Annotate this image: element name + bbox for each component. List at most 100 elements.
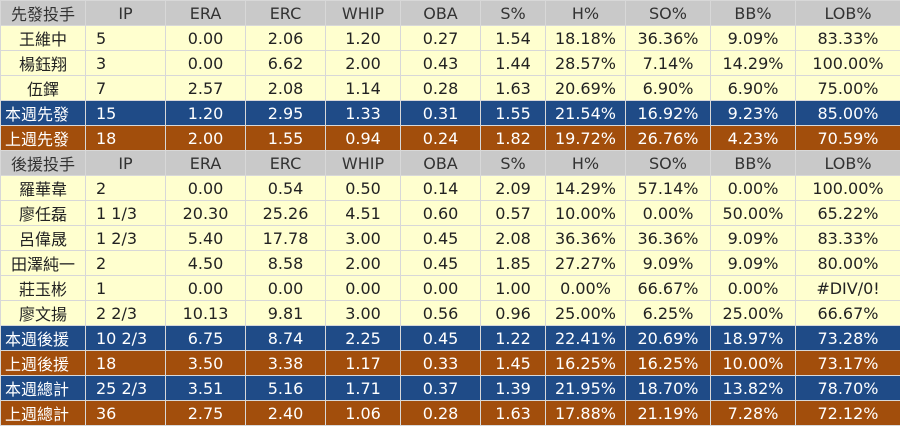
pitcher-name: 本週先發 xyxy=(1,101,86,126)
stat-cell-bb-pct: 0.00% xyxy=(711,176,796,201)
stat-cell-ip: 1 1/3 xyxy=(86,201,166,226)
stat-cell-s-pct: 0.57 xyxy=(481,201,546,226)
stat-cell-ip: 2 xyxy=(86,176,166,201)
stat-cell-oba: 0.28 xyxy=(401,401,481,426)
stat-cell-h-pct: 10.00% xyxy=(546,201,626,226)
stat-cell-s-pct: 0.96 xyxy=(481,301,546,326)
stat-cell-so-pct: 0.00% xyxy=(626,201,711,226)
stat-cell-era: 10.13 xyxy=(166,301,246,326)
stat-cell-bb-pct: 9.09% xyxy=(711,226,796,251)
stat-cell-ip: 15 xyxy=(86,101,166,126)
stat-cell-h-pct: 22.41% xyxy=(546,326,626,351)
stat-cell-erc: 6.62 xyxy=(246,51,326,76)
stat-cell-so-pct: 6.25% xyxy=(626,301,711,326)
stat-cell-h-pct: 25.00% xyxy=(546,301,626,326)
pitcher-name: 本週後援 xyxy=(1,326,86,351)
stat-cell-bb-pct: 7.28% xyxy=(711,401,796,426)
stat-cell-ip: 18 xyxy=(86,126,166,151)
stat-cell-h-pct: 18.18% xyxy=(546,26,626,51)
stat-cell-ip: 2 2/3 xyxy=(86,301,166,326)
stat-cell-erc: 1.55 xyxy=(246,126,326,151)
stat-cell-erc: 5.16 xyxy=(246,376,326,401)
stat-cell-erc: 9.81 xyxy=(246,301,326,326)
stat-cell-oba: 0.45 xyxy=(401,251,481,276)
column-header-bb-pct: BB% xyxy=(711,1,796,26)
column-header-erc: ERC xyxy=(246,1,326,26)
stat-cell-so-pct: 20.69% xyxy=(626,326,711,351)
stat-cell-era: 1.20 xyxy=(166,101,246,126)
stat-cell-ip: 7 xyxy=(86,76,166,101)
stat-cell-whip: 2.25 xyxy=(326,326,401,351)
stat-cell-whip: 1.17 xyxy=(326,351,401,376)
stat-cell-whip: 2.00 xyxy=(326,251,401,276)
stat-cell-h-pct: 28.57% xyxy=(546,51,626,76)
stat-cell-s-pct: 1.45 xyxy=(481,351,546,376)
stat-cell-era: 3.50 xyxy=(166,351,246,376)
stat-cell-h-pct: 14.29% xyxy=(546,176,626,201)
stat-cell-erc: 2.95 xyxy=(246,101,326,126)
stat-cell-oba: 0.24 xyxy=(401,126,481,151)
stat-cell-erc: 8.74 xyxy=(246,326,326,351)
column-header-h-pct: H% xyxy=(546,1,626,26)
stat-cell-s-pct: 1.44 xyxy=(481,51,546,76)
stat-cell-whip: 1.20 xyxy=(326,26,401,51)
stat-cell-whip: 1.14 xyxy=(326,76,401,101)
stat-cell-lob-pct: 72.12% xyxy=(796,401,900,426)
stat-cell-bb-pct: 6.90% xyxy=(711,76,796,101)
stat-cell-era: 5.40 xyxy=(166,226,246,251)
stat-cell-oba: 0.45 xyxy=(401,226,481,251)
stat-cell-s-pct: 2.09 xyxy=(481,176,546,201)
pitcher-name: 廖文揚 xyxy=(1,301,86,326)
stat-cell-lob-pct: 85.00% xyxy=(796,101,900,126)
stat-cell-so-pct: 21.19% xyxy=(626,401,711,426)
column-header-so-pct: SO% xyxy=(626,151,711,176)
stat-cell-whip: 1.06 xyxy=(326,401,401,426)
stat-cell-s-pct: 1.82 xyxy=(481,126,546,151)
stat-cell-so-pct: 16.92% xyxy=(626,101,711,126)
stat-cell-era: 6.75 xyxy=(166,326,246,351)
stat-cell-bb-pct: 9.23% xyxy=(711,101,796,126)
stat-cell-h-pct: 36.36% xyxy=(546,226,626,251)
stat-cell-era: 2.00 xyxy=(166,126,246,151)
stat-cell-lob-pct: 80.00% xyxy=(796,251,900,276)
stat-cell-erc: 17.78 xyxy=(246,226,326,251)
stat-cell-lob-pct: 73.28% xyxy=(796,326,900,351)
stat-cell-h-pct: 20.69% xyxy=(546,76,626,101)
stat-cell-oba: 0.31 xyxy=(401,101,481,126)
stat-cell-bb-pct: 9.09% xyxy=(711,251,796,276)
stat-cell-ip: 25 2/3 xyxy=(86,376,166,401)
stat-cell-lob-pct: 100.00% xyxy=(796,176,900,201)
column-header-lob-pct: LOB% xyxy=(796,1,900,26)
stat-cell-h-pct: 17.88% xyxy=(546,401,626,426)
stat-cell-erc: 0.54 xyxy=(246,176,326,201)
stat-cell-h-pct: 19.72% xyxy=(546,126,626,151)
stat-cell-so-pct: 9.09% xyxy=(626,251,711,276)
stat-cell-era: 3.51 xyxy=(166,376,246,401)
stat-cell-so-pct: 26.76% xyxy=(626,126,711,151)
stat-cell-erc: 25.26 xyxy=(246,201,326,226)
stat-cell-s-pct: 1.63 xyxy=(481,76,546,101)
stat-cell-ip: 10 2/3 xyxy=(86,326,166,351)
pitcher-name: 呂偉晟 xyxy=(1,226,86,251)
stat-cell-lob-pct: 78.70% xyxy=(796,376,900,401)
column-header-ip: IP xyxy=(86,1,166,26)
pitcher-name: 楊鈺翔 xyxy=(1,51,86,76)
stat-cell-s-pct: 1.54 xyxy=(481,26,546,51)
stat-cell-whip: 0.00 xyxy=(326,276,401,301)
pitcher-name: 上週後援 xyxy=(1,351,86,376)
stat-cell-so-pct: 16.25% xyxy=(626,351,711,376)
stat-cell-whip: 3.00 xyxy=(326,226,401,251)
stat-cell-lob-pct: 70.59% xyxy=(796,126,900,151)
stat-cell-ip: 5 xyxy=(86,26,166,51)
